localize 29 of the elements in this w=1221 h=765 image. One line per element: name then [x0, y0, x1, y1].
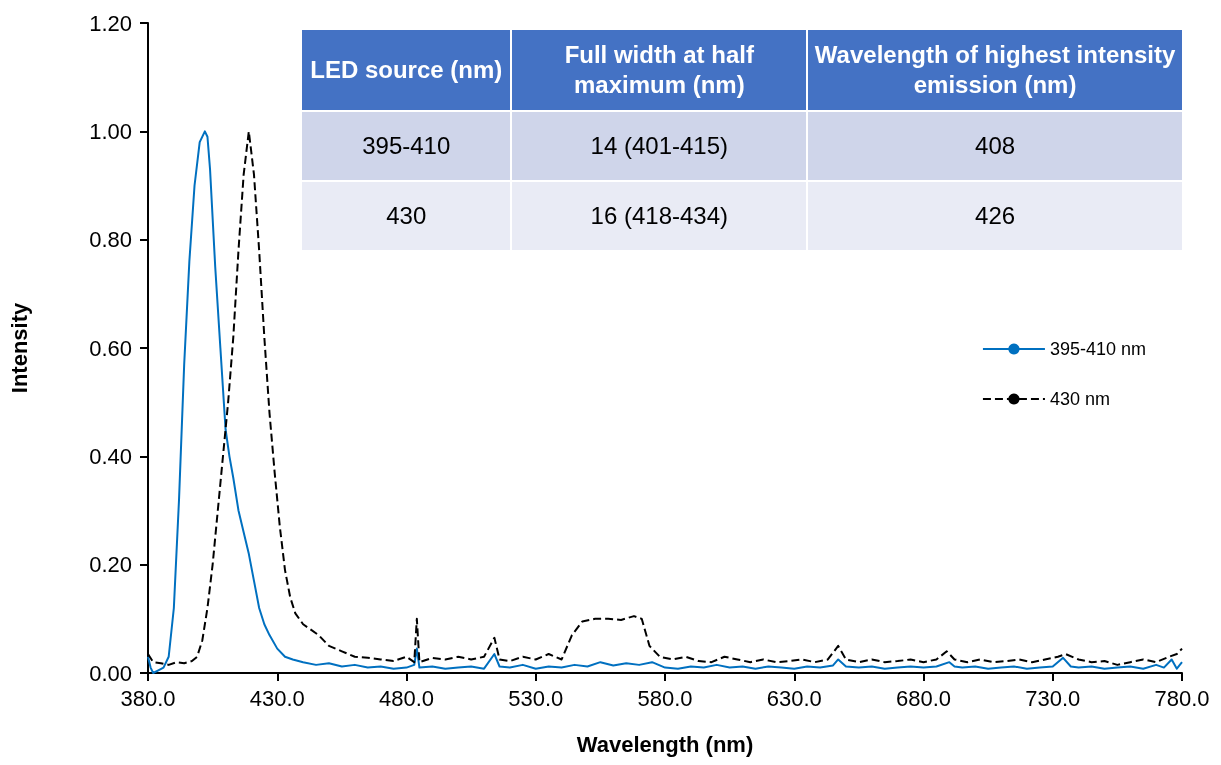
x-tick-label: 530.0	[508, 685, 564, 711]
y-tick-label: 0.00	[89, 660, 132, 686]
x-tick-label: 680.0	[895, 685, 952, 711]
x-tick-label: 730.0	[1025, 685, 1081, 711]
x-axis-title: Wavelength (nm)	[576, 731, 754, 757]
legend-label: 430 nm	[1049, 389, 1110, 409]
annotation: 14 (401-415)	[512, 112, 807, 180]
annotation: Full width at half maximum (nm)	[512, 30, 807, 110]
y-tick-label: 0.60	[89, 335, 132, 361]
annotation: 408	[808, 112, 1182, 180]
x-tick-label: 430.0	[249, 685, 305, 711]
annotation: LED source (nm)	[302, 30, 511, 110]
y-tick-label: 0.20	[89, 552, 132, 578]
x-tick-label: 780.0	[1154, 685, 1210, 711]
legend-label: 395-410 nm	[1049, 339, 1147, 359]
annotation: 395-410	[302, 112, 511, 180]
annotation: 16 (418-434)	[512, 182, 807, 250]
y-tick-label: 0.40	[89, 443, 132, 469]
x-tick-label: 580.0	[637, 685, 693, 711]
y-tick-label: 0.80	[89, 227, 132, 253]
x-tick-label: 630.0	[766, 685, 822, 711]
annotation: 426	[808, 182, 1182, 250]
y-tick-label: 1.00	[89, 118, 132, 144]
y-axis-title: Intensity	[6, 302, 32, 394]
x-tick-label: 480.0	[378, 685, 435, 711]
y-tick-label: 1.20	[89, 10, 132, 36]
x-tick-label: 380.0	[120, 685, 176, 711]
annotation: 430	[302, 182, 511, 250]
annotation: Wavelength of highest intensity emission (nm)	[808, 30, 1182, 110]
